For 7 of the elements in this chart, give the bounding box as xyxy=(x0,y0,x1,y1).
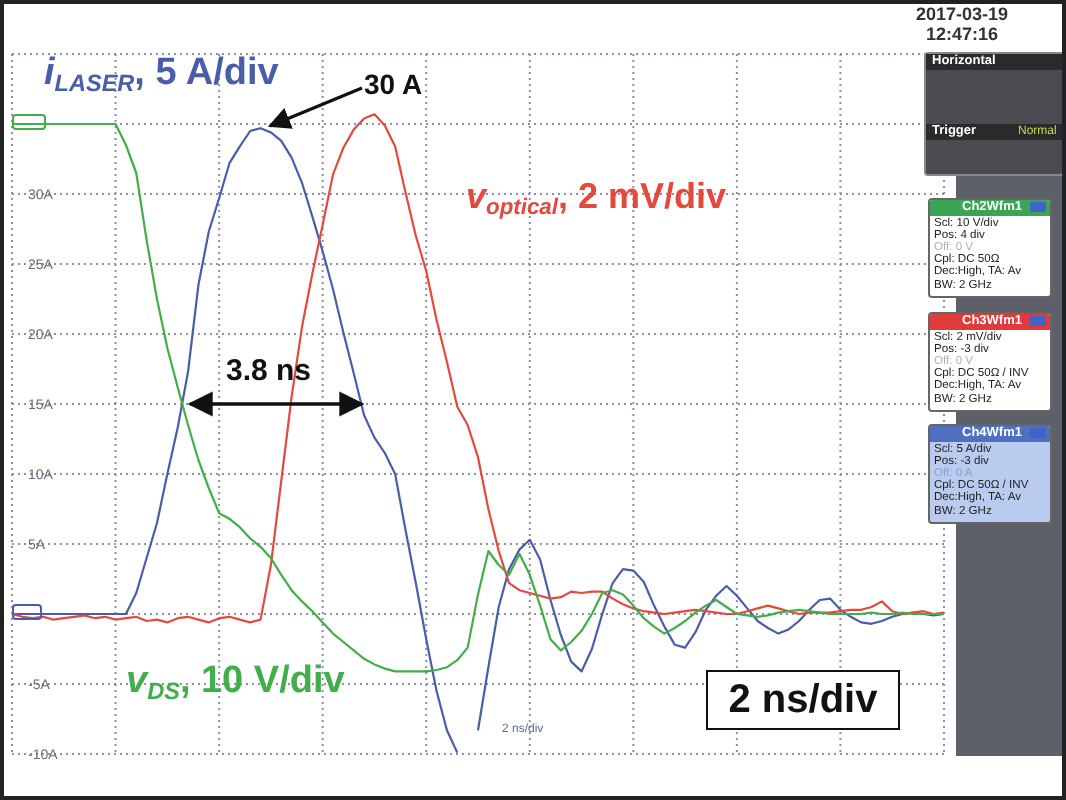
annotation: 30 A xyxy=(364,68,423,100)
series-label: v$_{DS}$, 10 V/div xyxy=(126,660,345,707)
annotation: 2 ns/div xyxy=(728,677,878,723)
series-label: i$_{LASER}$, 5 A/div xyxy=(44,52,279,99)
text: 2017-03-19 xyxy=(916,4,1009,24)
text: 12:47:16 xyxy=(926,24,999,44)
series-label: v$_{optical}$, 2 mV/div xyxy=(466,176,727,221)
